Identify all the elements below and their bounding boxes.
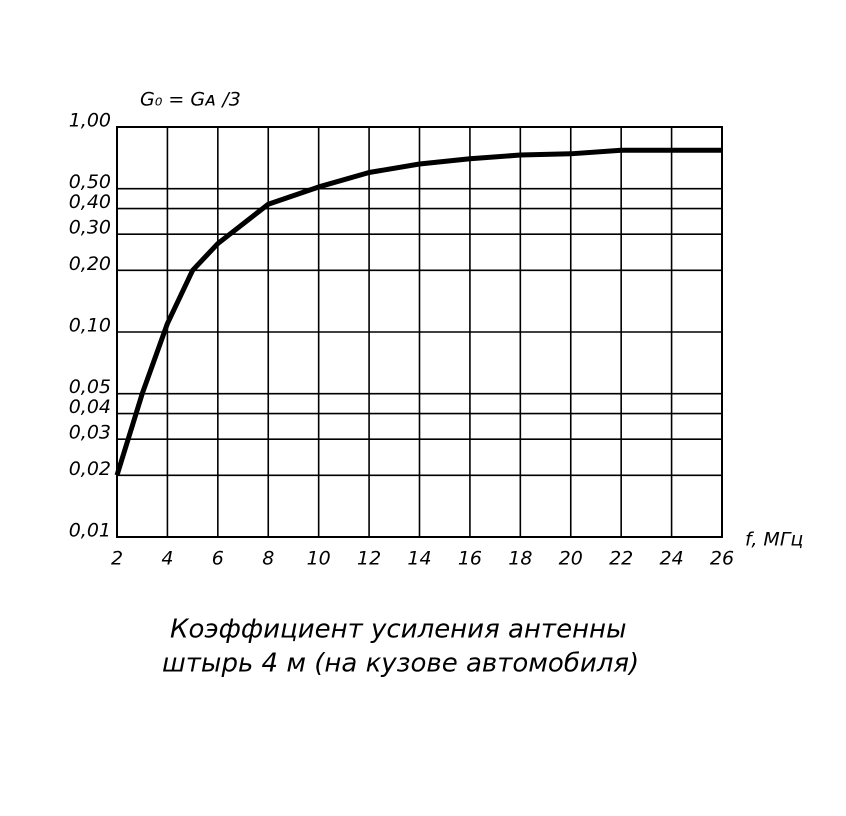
caption: Коэффициент усиления антенны [170,615,627,645]
x-axis-title: f, МГц [745,529,803,551]
y-tick-label: 0,05 [69,376,111,398]
x-tick-label: 8 [262,548,274,570]
y-tick-label: 0,40 [69,191,111,213]
plot-frame [116,126,723,538]
y-tick-label: 0,01 [69,520,111,542]
y-tick-label: 0,02 [69,458,111,480]
y-axis-title: G₀ = Gᴀ /3 [140,89,241,111]
y-tick-label: 0,04 [69,396,111,418]
x-tick-label: 24 [659,548,683,570]
y-tick-label: 0,03 [69,422,111,444]
y-tick-label: 1,00 [69,110,111,132]
x-tick-label: 4 [161,548,173,570]
x-tick-label: 18 [508,548,532,570]
x-tick-label: 10 [307,548,331,570]
caption: штырь 4 м (на кузове автомобиля) [162,649,639,679]
y-tick-label: 0,20 [69,253,111,275]
data-line [114,147,722,477]
y-tick-label: 0,30 [69,217,111,239]
x-tick-label: 2 [111,548,123,570]
x-tick-label: 12 [357,548,381,570]
x-tick-label: 22 [609,548,633,570]
y-tick-label: 0,10 [69,315,111,337]
x-tick-label: 20 [559,548,583,570]
x-tick-label: 16 [458,548,482,570]
x-tick-label: 14 [407,548,431,570]
x-tick-label: 6 [212,548,224,570]
y-tick-label: 0,50 [69,171,111,193]
x-tick-label: 26 [710,548,734,570]
